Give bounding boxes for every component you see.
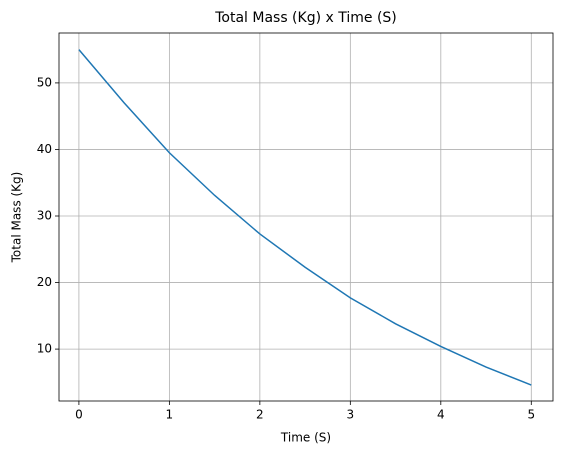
x-tick-label: 0 <box>75 408 83 422</box>
plot-frame <box>58 32 554 402</box>
y-tick-label: 20 <box>37 275 52 289</box>
y-tick-label: 10 <box>37 342 52 356</box>
x-tick-label: 4 <box>437 408 445 422</box>
data-line <box>78 49 532 386</box>
y-tick-label: 40 <box>37 142 52 156</box>
x-tick-label: 1 <box>166 408 174 422</box>
y-axis-label: Total Mass (Kg) <box>10 172 24 264</box>
x-tick-label: 5 <box>527 408 535 422</box>
y-tick-label: 50 <box>37 75 52 89</box>
y-tick-label: 30 <box>37 209 52 223</box>
x-tick-label: 3 <box>347 408 355 422</box>
x-tick-label: 2 <box>256 408 264 422</box>
x-axis-label: Time (S) <box>280 431 331 445</box>
chart-title: Total Mass (Kg) x Time (S) <box>214 10 397 26</box>
